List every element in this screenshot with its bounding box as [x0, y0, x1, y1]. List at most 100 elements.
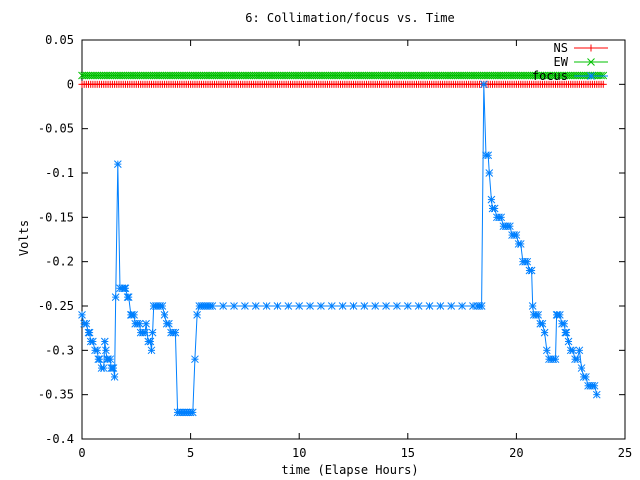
series-focus-point	[516, 240, 525, 248]
series-focus-point	[569, 346, 577, 355]
series-focus-point	[564, 337, 573, 346]
series-focus-point	[113, 160, 122, 168]
x-tick-label: 5	[187, 446, 194, 460]
series-focus-point	[534, 311, 542, 319]
y-tick-label: -0.2	[45, 255, 74, 269]
series-focus-point	[100, 337, 109, 346]
series-focus-point	[106, 355, 115, 364]
series-focus-point	[527, 266, 536, 275]
series-focus-line	[81, 84, 598, 413]
series-focus-point	[147, 346, 156, 355]
series-focus-point	[490, 204, 499, 213]
y-axis-label: Volts	[17, 220, 31, 256]
series-focus-point	[403, 302, 412, 310]
series-focus-point	[562, 328, 571, 337]
series-focus-point	[165, 319, 173, 328]
series-focus-point	[142, 319, 150, 328]
series-focus-point	[506, 222, 514, 231]
legend-marker-ew	[587, 58, 595, 66]
series-focus-point	[262, 302, 271, 310]
series-focus-point	[148, 328, 157, 337]
series-focus-point	[349, 302, 358, 310]
x-tick-label: 0	[78, 446, 85, 460]
series-focus-point	[78, 311, 86, 319]
series-focus-point	[573, 355, 582, 364]
series-ns-point	[599, 80, 607, 88]
series-focus-point	[497, 213, 506, 222]
y-tick-label: -0.4	[45, 432, 74, 446]
series-focus-point	[141, 328, 149, 337]
series-focus-point	[146, 337, 155, 346]
y-tick-label: -0.35	[38, 388, 74, 402]
y-tick-label: 0	[67, 77, 74, 91]
legend-label-ns: NS	[554, 41, 568, 55]
series-focus-point	[306, 302, 314, 310]
y-tick-label: -0.25	[38, 299, 74, 313]
series-focus-point	[273, 302, 282, 310]
series-focus-point	[208, 302, 217, 310]
series-focus-point	[191, 355, 199, 364]
x-tick-label: 10	[292, 446, 306, 460]
series-focus-point	[102, 346, 110, 355]
series-focus-point	[160, 311, 169, 319]
series-focus-point	[560, 319, 569, 328]
series-focus-point	[317, 302, 325, 310]
series-focus-point	[99, 364, 108, 372]
series-focus-point	[193, 311, 201, 319]
y-tick-label: -0.1	[45, 166, 74, 180]
series-focus-point	[230, 302, 238, 310]
series-focus-point	[130, 311, 138, 319]
series-focus-point	[124, 293, 133, 301]
chart-title: 6: Collimation/focus vs. Time	[245, 11, 455, 25]
series-focus-point	[95, 355, 104, 364]
y-tick-label: 0.05	[45, 33, 74, 47]
series-focus-point	[528, 302, 537, 310]
series-focus-point	[241, 302, 249, 310]
series-focus-point	[512, 231, 521, 239]
series-focus-point	[135, 319, 144, 328]
series-focus-point	[109, 364, 118, 372]
series-focus-point	[555, 311, 564, 319]
series-focus-point	[382, 302, 390, 310]
series-focus-point	[577, 364, 586, 372]
x-tick-label: 15	[401, 446, 415, 460]
legend-marker-ns	[587, 44, 595, 52]
series-focus-point	[479, 80, 488, 89]
legend-label-focus: focus	[532, 69, 568, 83]
series-focus-point	[542, 346, 551, 355]
series-focus-point	[93, 346, 102, 355]
series-focus-point	[393, 302, 401, 310]
legend-label-ew: EW	[554, 55, 569, 69]
series-focus-point	[371, 302, 380, 310]
series-focus-point	[538, 319, 547, 328]
series-focus-point	[425, 302, 434, 310]
series-focus-point	[284, 302, 293, 310]
series-focus-point	[582, 373, 590, 381]
series-focus-point	[477, 302, 486, 310]
plot-area: 0 5 10 15 20 25 0.05 0 -0.05 -0.1 -0.15 -0.2 -0.25 -0…	[38, 33, 632, 460]
y-tick-label: -0.05	[38, 122, 74, 136]
series-focus-point	[414, 302, 423, 310]
series-focus-point	[110, 373, 119, 381]
series-focus-point	[171, 328, 180, 337]
series-ew-point	[597, 71, 605, 80]
plot-border	[81, 39, 626, 440]
x-tick-label: 20	[509, 446, 523, 460]
series-focus-point	[551, 355, 560, 364]
series-focus-point	[487, 195, 496, 204]
series-focus-point	[188, 408, 197, 417]
series-focus-point	[85, 328, 94, 337]
series-focus-point	[295, 302, 304, 310]
series-focus-point	[484, 151, 493, 160]
series-focus-point	[458, 302, 466, 310]
x-axis-label: time (Elapse Hours)	[281, 463, 418, 477]
series-focus-point	[89, 337, 97, 346]
series-focus-point	[575, 346, 584, 355]
series-focus-point	[219, 302, 228, 310]
series-focus-point	[360, 302, 369, 310]
series-focus-point	[447, 302, 456, 310]
series-focus-point	[485, 169, 494, 177]
series-focus-point	[121, 284, 130, 293]
